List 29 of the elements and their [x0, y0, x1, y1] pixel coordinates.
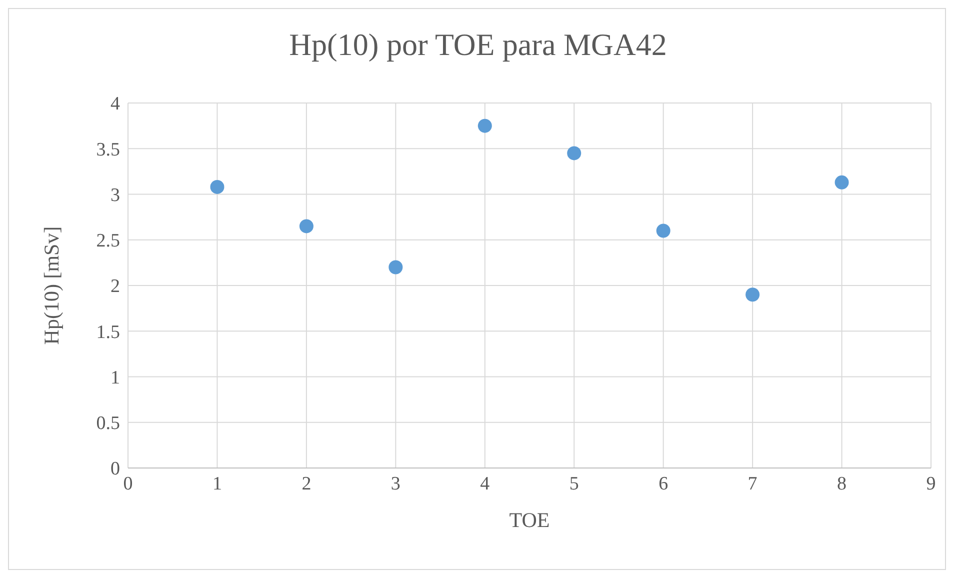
y-tick-label: 0.5	[96, 413, 120, 434]
y-axis-title: Hp(10) [mSv]	[39, 226, 64, 345]
x-tick-label: 9	[926, 473, 936, 494]
x-tick-label: 4	[480, 473, 490, 494]
x-tick-label: 8	[837, 473, 847, 494]
x-tick-label: 6	[658, 473, 668, 494]
x-tick-label: 2	[302, 473, 312, 494]
y-tick-label: 0	[110, 458, 120, 480]
point	[210, 180, 224, 194]
point	[478, 118, 492, 133]
point	[746, 288, 760, 302]
y-tick-label: 3	[110, 184, 120, 206]
point	[299, 219, 314, 234]
y-tick-label: 2.5	[96, 230, 120, 252]
x-axis-title: TOE	[509, 508, 550, 532]
y-tick-label: 1	[110, 367, 120, 388]
x-tick-label: 1	[212, 473, 222, 494]
y-tick-label: 1.5	[96, 322, 120, 343]
point	[834, 175, 849, 190]
point	[567, 146, 582, 160]
point	[656, 224, 670, 238]
chart-title: Hp(10) por TOE para MGA42	[288, 27, 668, 63]
y-tick-label: 2	[110, 276, 120, 298]
y-tick-label: 4	[110, 94, 120, 115]
x-tick-label: 7	[748, 473, 758, 494]
x-tick-label: 5	[569, 473, 579, 494]
y-tick-label: 3.5	[96, 139, 120, 160]
point	[388, 260, 403, 274]
x-tick-label: 3	[390, 473, 400, 494]
